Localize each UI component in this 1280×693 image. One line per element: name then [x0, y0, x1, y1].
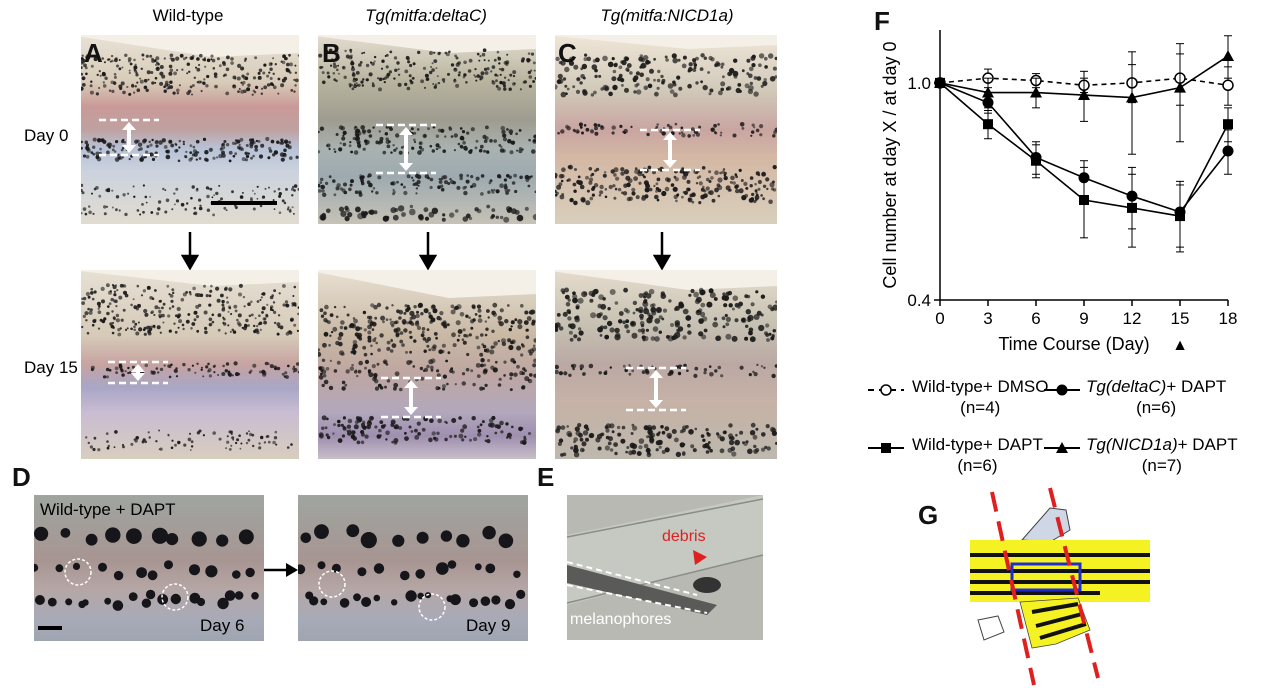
panel-label-g: G [918, 500, 939, 530]
x-tick-label: 6 [1031, 309, 1040, 328]
column-header-deltaC: Tg(mitfa:deltaC) [316, 6, 536, 26]
legend-deltac-italic: Tg(deltaC) [1086, 377, 1167, 396]
legend-wt-dmso-n: (n=4) [960, 398, 1001, 417]
legend-wt-dapt: Wild-type+ DAPT (n=6) [912, 434, 1043, 476]
panel-d-day9-label: Day 9 [466, 616, 511, 635]
legend-marker-1 [1044, 384, 1080, 396]
photo-b-day15 [318, 270, 536, 459]
data-point [983, 119, 993, 130]
error-bar [1128, 51, 1136, 155]
panel-label-c: C [558, 38, 577, 68]
x-tick-label: 18 [1219, 309, 1238, 328]
panel-e-melanophores-label: melanophores [570, 611, 672, 628]
legend-marker-3 [1044, 442, 1080, 453]
red-cut-line-left [990, 491, 1036, 686]
legend-deltac-dapt-n: (n=6) [1136, 398, 1177, 417]
chart-f: 0 3 6 9 12 15 18 1.0 0.4 Time Course (Day) ▲ Cell n… [880, 30, 1238, 354]
data-point [1223, 119, 1233, 130]
fish-fin-schematic [970, 487, 1150, 686]
legend-nicd-dapt-label: Tg(NICD1a)+ DAPT [1086, 435, 1238, 454]
photo-c-day0 [555, 35, 777, 224]
data-point [1222, 50, 1234, 62]
legend-wt-dapt-label: Wild-type+ DAPT [912, 435, 1043, 454]
legend-nicd-dapt-n: (n=7) [1141, 456, 1182, 475]
data-point [934, 76, 946, 88]
panel-e-debris-label: debris [662, 528, 706, 545]
legend-marker-0 [868, 384, 904, 396]
legend-nicd-italic: Tg(NICD1a) [1086, 435, 1178, 454]
row-label-day15: Day 15 [24, 358, 78, 377]
data-point [982, 86, 994, 98]
photo-a-day15 [81, 270, 299, 459]
legend-marker-2 [868, 443, 904, 453]
panel-d-day6-label: Day 6 [200, 616, 245, 635]
series-3 [934, 35, 1234, 155]
x-tick-label: 0 [935, 309, 944, 328]
x-tick-label: 9 [1079, 309, 1088, 328]
legend-deltac-dapt-label: Tg(deltaC)+ DAPT [1086, 377, 1226, 396]
column-header-nicd: Tg(mitfa:NICD1a) [552, 6, 782, 26]
photo-b-day0 [318, 35, 536, 224]
red-cut-line-right [1048, 487, 1100, 679]
data-point [1078, 89, 1090, 101]
legend-nicd-dapt: Tg(NICD1a)+ DAPT (n=7) [1086, 434, 1238, 476]
panel-label-d: D [12, 462, 31, 492]
photo-e [567, 495, 763, 640]
legend-wt-dapt-n: (n=6) [957, 456, 998, 475]
legend-deltac-dapt: Tg(deltaC)+ DAPT (n=6) [1086, 376, 1226, 418]
error-bar [1176, 43, 1184, 143]
x-tick-label: 3 [983, 309, 992, 328]
data-point [1222, 79, 1234, 92]
column-header-nicd-text: Tg(mitfa:NICD1a) [600, 6, 734, 25]
y-tick-label: 1.0 [907, 74, 931, 93]
photo-d-day9 [298, 495, 528, 641]
down-arrow-a-head [180, 254, 200, 270]
y-axis-label: Cell number at day X / at day 0 [880, 41, 900, 288]
dorsal-fin-shape [1020, 507, 1071, 543]
data-point [1175, 211, 1185, 222]
down-arrow-b-head [418, 254, 438, 270]
data-point [1126, 91, 1138, 103]
panel-d-title: Wild-type + DAPT [40, 500, 176, 519]
data-point [1079, 195, 1089, 206]
x-tick-label: 15 [1171, 309, 1190, 328]
legend-nicd-suffix: + DAPT [1177, 435, 1238, 454]
y-tick-label: 0.4 [907, 291, 931, 310]
column-header-wild-type: Wild-type [152, 6, 224, 25]
blue-imaging-box [1010, 562, 1082, 592]
panel-label-b: B [322, 38, 341, 68]
data-point [1030, 86, 1042, 98]
legend-wt-dmso-label: Wild-type+ DMSO [912, 377, 1049, 396]
panel-d-scalebar [38, 626, 62, 630]
panel-label-f: F [874, 6, 890, 36]
data-point [1127, 202, 1137, 213]
data-point [1031, 155, 1041, 166]
panel-label-a: A [84, 38, 103, 68]
data-point [1174, 81, 1186, 93]
pelvic-fin-shape [977, 615, 1005, 641]
row-label-day0: Day 0 [24, 126, 69, 145]
photo-a-day0 [81, 35, 299, 224]
panel-label-e: E [537, 462, 555, 492]
column-header-deltaC-text: Tg(mitfa:deltaC) [365, 6, 487, 25]
down-arrow-c-head [652, 254, 672, 270]
panel-d-arrow [264, 563, 298, 577]
photo-c-day15 [555, 270, 777, 459]
legend-markers [868, 384, 1080, 453]
photo-d-day6 [34, 495, 264, 641]
x-axis-label: Time Course (Day) [998, 334, 1149, 354]
arrows-between-rows [180, 232, 672, 270]
legend-deltac-suffix: + DAPT [1166, 377, 1227, 396]
data-point [1222, 145, 1234, 157]
legend-wt-dmso: Wild-type+ DMSO (n=4) [912, 376, 1049, 418]
x-annotation-arrow: ▲ [1172, 337, 1188, 354]
x-tick-label: 12 [1123, 309, 1142, 328]
